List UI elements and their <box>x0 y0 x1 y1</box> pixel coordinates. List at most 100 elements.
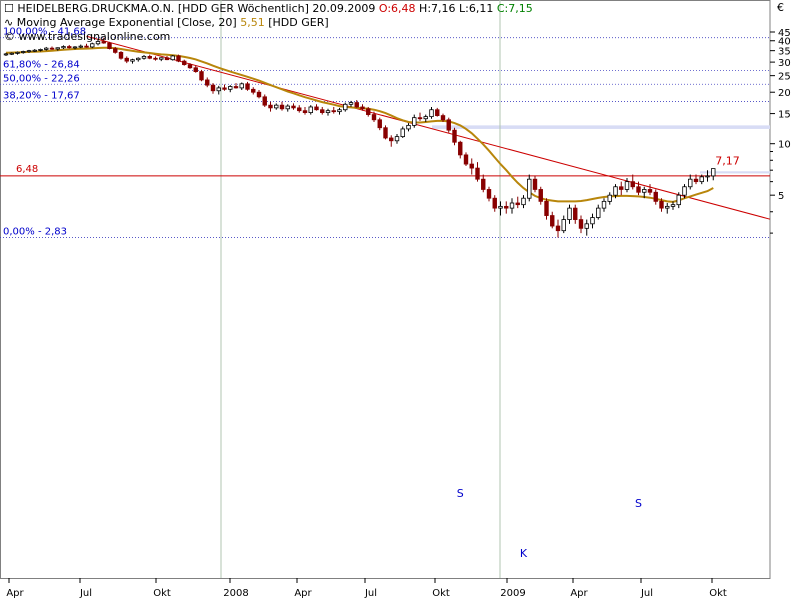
candle-body <box>210 84 216 92</box>
candle-body <box>245 83 250 90</box>
candle-body <box>607 194 612 202</box>
candle-body <box>527 178 532 199</box>
candle-body <box>676 194 681 206</box>
y-tick-label: 30 <box>778 58 791 69</box>
pattern-label: S <box>635 497 642 510</box>
candle-body <box>596 207 601 218</box>
candle-body <box>699 176 704 183</box>
chart-header-instrument: ☐ HEIDELBERG.DRUCKMA.O.N. [HDD GER Wöche… <box>4 2 533 15</box>
candle-body <box>84 45 89 48</box>
candle-body <box>423 116 428 120</box>
candle-body <box>578 219 584 229</box>
y-tick-label: 35 <box>778 47 791 58</box>
candle-body <box>544 200 549 216</box>
candle-body <box>176 55 181 62</box>
candle-body <box>343 103 348 111</box>
source-url: www.tradesignalonline.com <box>18 30 171 43</box>
candle-body <box>711 168 716 177</box>
candle-body <box>532 178 538 190</box>
candle-body <box>262 96 267 106</box>
candle-body <box>308 106 313 114</box>
candle-body <box>90 43 95 48</box>
trendline <box>86 35 771 220</box>
candle-body <box>72 46 78 49</box>
close-value: C:7,15 <box>496 2 533 15</box>
x-tick-label: Okt <box>432 588 450 599</box>
candle-body <box>15 51 20 54</box>
y-tick-label: 10 <box>778 140 791 151</box>
candle-body <box>452 129 457 143</box>
candle-body <box>49 47 55 50</box>
candle-body <box>624 181 630 190</box>
candle-body <box>550 215 555 227</box>
chart-header-source: © www.tradesignalonline.com <box>4 30 170 43</box>
candle-body <box>26 50 32 53</box>
candle-body <box>61 46 66 49</box>
candle-body <box>435 109 440 116</box>
x-tick-label: Jul <box>364 588 377 599</box>
candle-body <box>688 178 693 188</box>
candle-body <box>567 207 572 220</box>
candle-body <box>21 51 26 53</box>
candle-body <box>78 45 83 48</box>
candle-body <box>561 219 566 232</box>
candle-body <box>429 109 434 118</box>
y-tick-label: 45 <box>778 28 791 39</box>
y-tick-label: 25 <box>778 72 791 83</box>
ema-line <box>5 46 714 203</box>
candle-body <box>101 41 106 44</box>
candle-body <box>705 175 710 178</box>
candle-body <box>107 42 112 49</box>
candle-body <box>389 137 394 142</box>
instrument-checkbox-icon: ☐ <box>4 2 18 15</box>
candle-body <box>521 197 526 206</box>
horizontal-level-label: 6,48 <box>16 164 38 175</box>
candle-body <box>297 107 302 112</box>
candle-body <box>458 141 463 156</box>
candle-body <box>481 178 486 190</box>
candle-body <box>337 109 342 113</box>
candle-body <box>239 83 244 89</box>
currency-label: € <box>777 1 784 14</box>
candle-body <box>670 204 676 207</box>
x-tick-label: Apr <box>6 588 24 599</box>
candle-body <box>279 104 285 110</box>
x-tick-label: 2008 <box>223 588 248 599</box>
candle-body <box>463 154 469 165</box>
indicator-value: 5,51 <box>240 16 265 29</box>
candle-body <box>584 223 589 229</box>
candle-body <box>32 49 37 52</box>
candle-body <box>659 200 664 209</box>
candle-body <box>187 64 193 69</box>
candle-body <box>159 57 164 60</box>
candle-body <box>141 55 147 59</box>
high-low-values: H:7,16 L:6,11 <box>415 2 497 15</box>
candle-body <box>394 136 400 142</box>
candle-body <box>38 49 43 51</box>
candle-body <box>653 191 658 202</box>
candle-body <box>504 205 509 209</box>
candle-body <box>440 115 446 121</box>
fib-level-label: 61,80% - 26,84 <box>3 59 80 70</box>
candle-body <box>647 189 653 193</box>
pattern-label: K <box>520 547 528 560</box>
candle-body <box>331 110 336 113</box>
candle-body <box>475 167 480 180</box>
candle-body <box>555 225 561 232</box>
candle-body <box>486 189 492 199</box>
candle-body <box>492 197 497 209</box>
candle-body <box>613 186 618 196</box>
candle-body <box>124 57 129 62</box>
y-tick-label: 20 <box>778 88 791 99</box>
fib-level-label: 0,00% - 2,83 <box>3 226 67 237</box>
candle-body <box>348 102 354 105</box>
candle-body <box>601 200 607 209</box>
support-zone <box>700 171 770 174</box>
candle-body <box>693 178 699 183</box>
candle-body <box>118 51 124 59</box>
resistance-zone <box>432 125 770 129</box>
candle-body <box>130 59 135 62</box>
candle-body <box>164 57 170 61</box>
candle-body <box>205 79 210 86</box>
candle-body <box>251 88 256 93</box>
